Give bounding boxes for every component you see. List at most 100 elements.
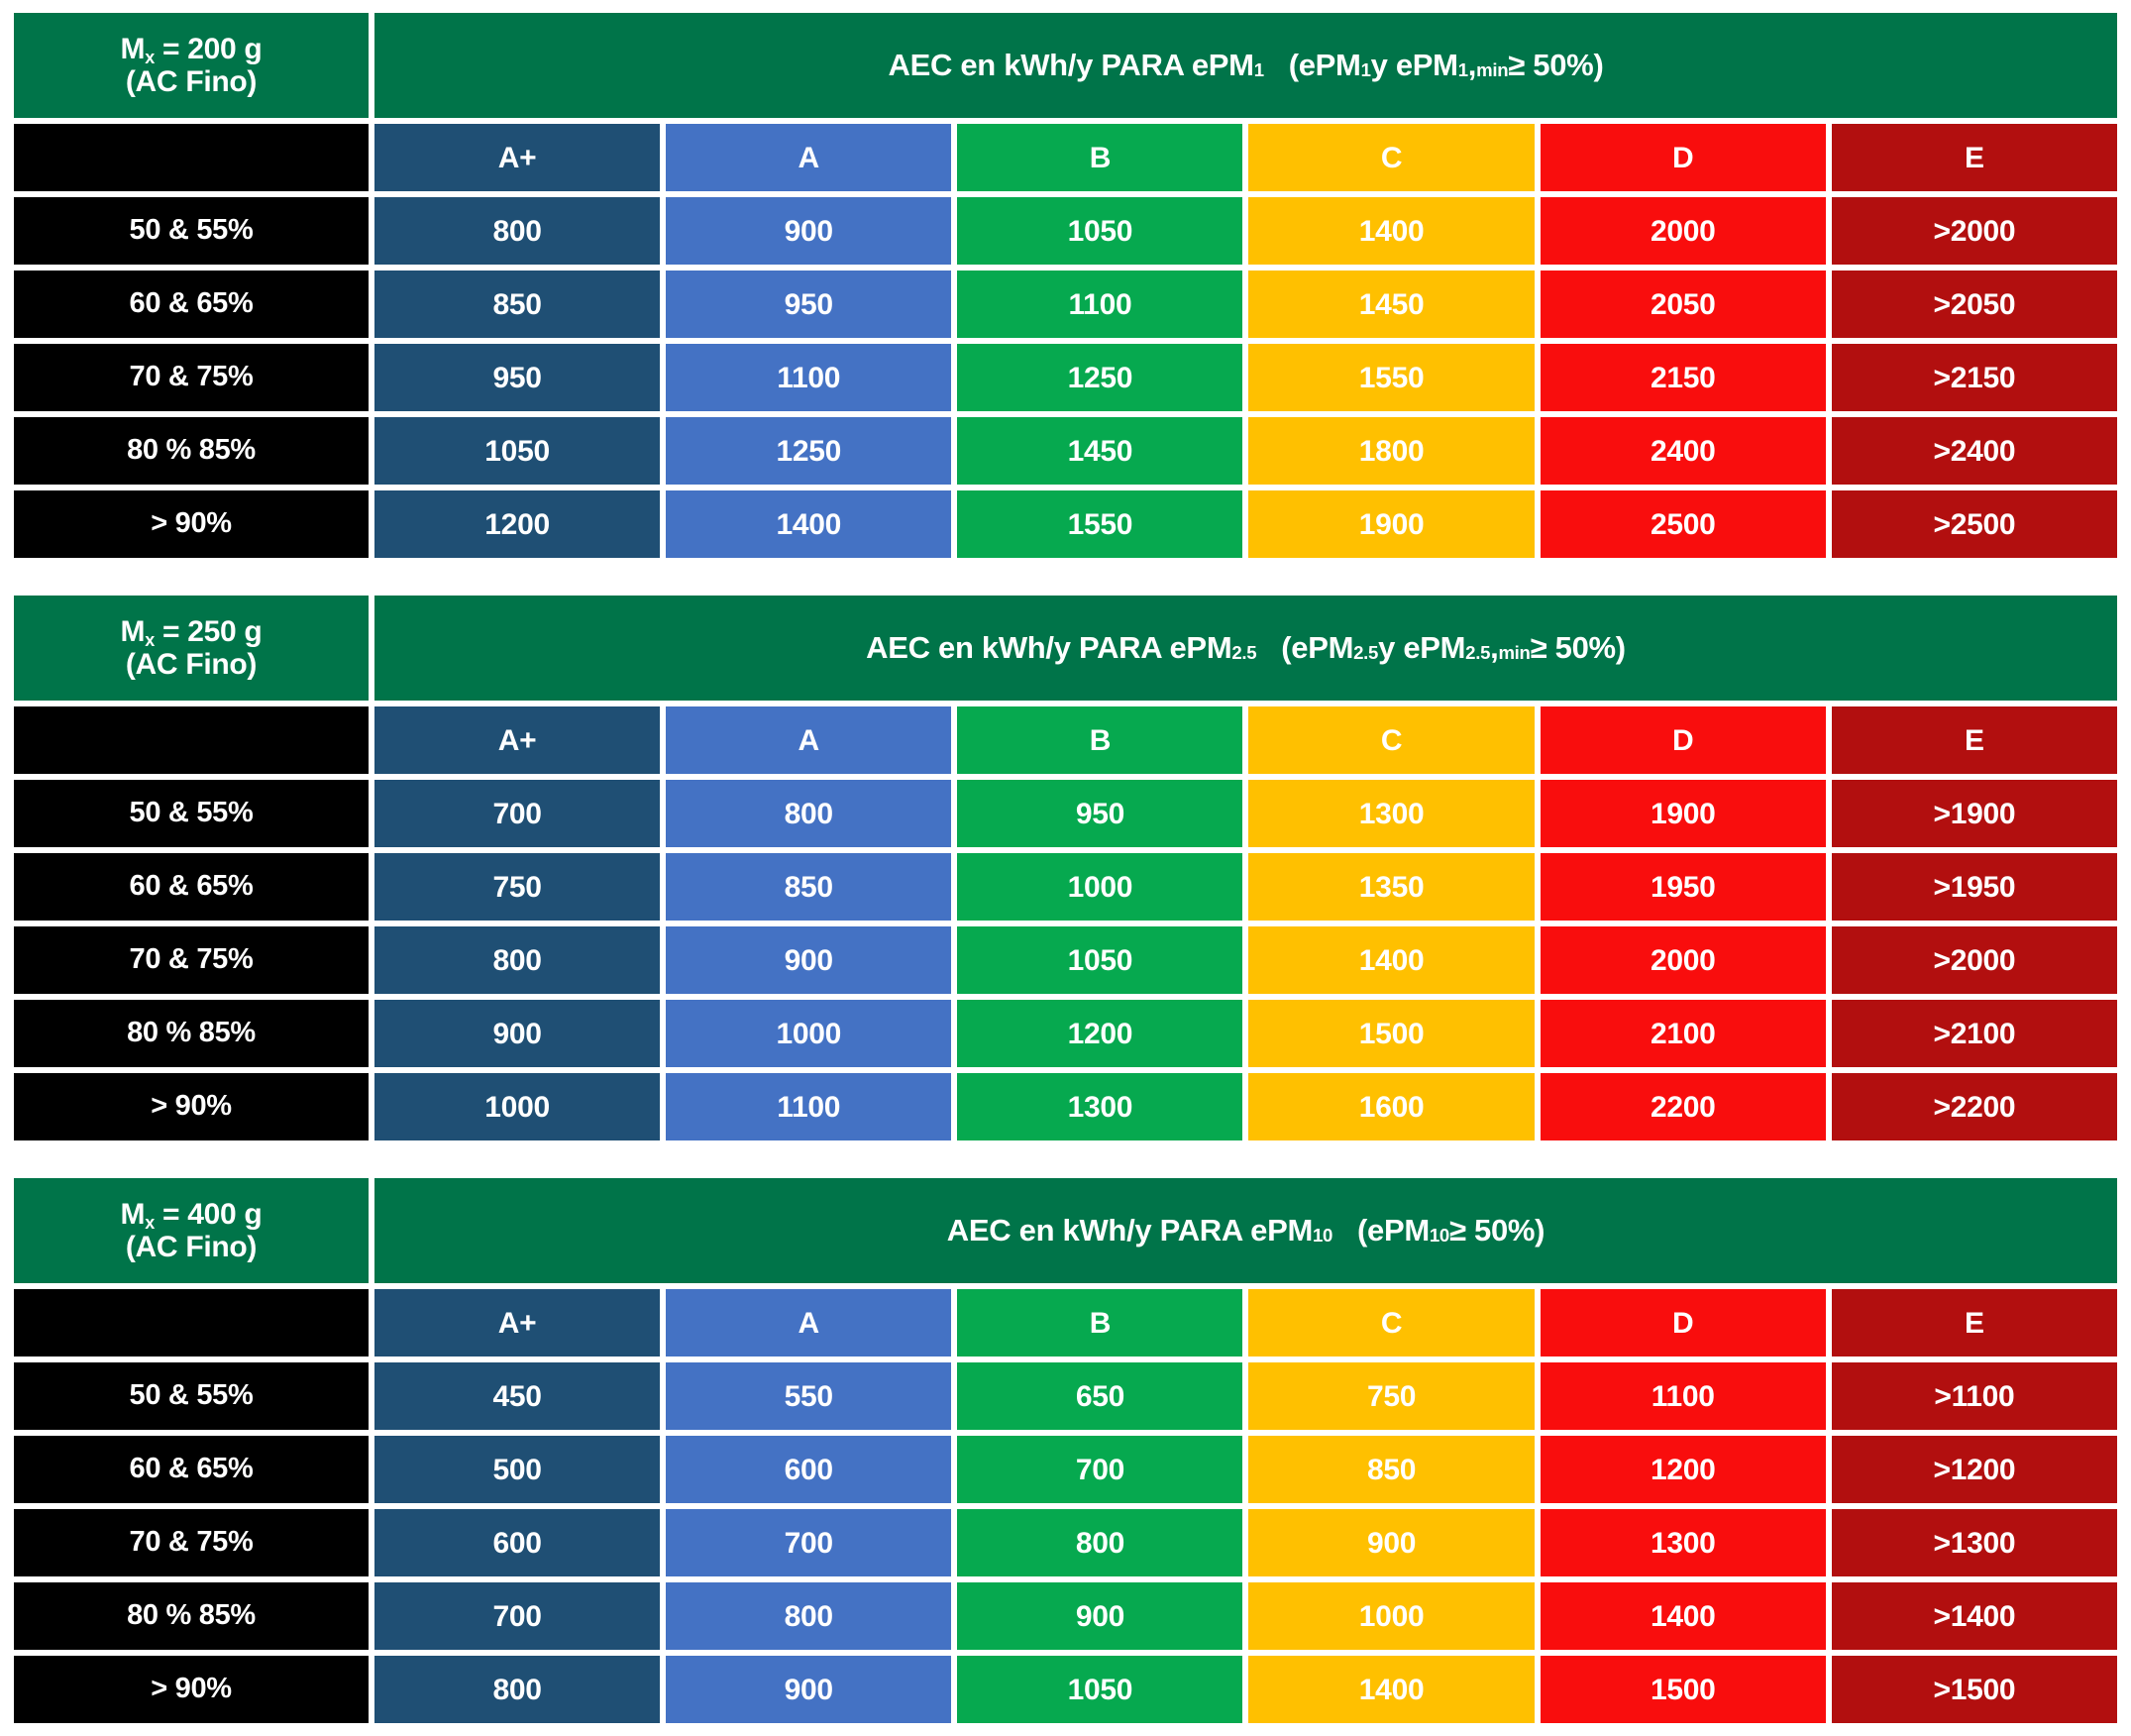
grade-header-a-plus: A+ bbox=[374, 124, 661, 191]
mass-header-cell: Mx = 400 g (AC Fino) bbox=[14, 1178, 369, 1283]
value-cell-d: 1950 bbox=[1540, 853, 1826, 921]
row-label: 70 & 75% bbox=[14, 1509, 369, 1576]
value-cell-b: 1450 bbox=[957, 417, 1243, 485]
value-cell-a-plus: 750 bbox=[374, 853, 661, 921]
value-cell-c: 750 bbox=[1248, 1362, 1535, 1430]
grade-header-e: E bbox=[1831, 1289, 2117, 1356]
grade-header-d: D bbox=[1540, 706, 1826, 774]
mass-value: Mx = 250 g bbox=[120, 615, 263, 651]
value-cell-d: 2100 bbox=[1540, 1000, 1826, 1067]
row-label: > 90% bbox=[14, 1656, 369, 1723]
row-label: > 90% bbox=[14, 490, 369, 558]
value-cell-a-plus: 800 bbox=[374, 1656, 661, 1723]
mass-note: (AC Fino) bbox=[125, 65, 258, 98]
row-label: 60 & 65% bbox=[14, 853, 369, 921]
row-label: 50 & 55% bbox=[14, 780, 369, 847]
value-cell-a: 800 bbox=[666, 780, 952, 847]
value-cell-b: 1050 bbox=[957, 1656, 1243, 1723]
mass-header-cell: Mx = 250 g (AC Fino) bbox=[14, 596, 369, 701]
value-cell-c: 850 bbox=[1248, 1436, 1535, 1503]
aec-table-1: Mx = 200 g (AC Fino) AEC en kWh/y PARA ePM… bbox=[14, 13, 2117, 558]
value-cell-b: 800 bbox=[957, 1509, 1243, 1576]
value-cell-a: 950 bbox=[666, 271, 952, 338]
value-cell-d: 2400 bbox=[1540, 417, 1826, 485]
value-cell-e: >2200 bbox=[1831, 1073, 2117, 1140]
row-label: 60 & 65% bbox=[14, 271, 369, 338]
value-cell-a: 1000 bbox=[666, 1000, 952, 1067]
value-cell-d: 2200 bbox=[1540, 1073, 1826, 1140]
value-cell-e: >1950 bbox=[1831, 853, 2117, 921]
grade-header-c: C bbox=[1248, 706, 1535, 774]
value-cell-e: >1200 bbox=[1831, 1436, 2117, 1503]
value-cell-b: 950 bbox=[957, 780, 1243, 847]
table-title: AEC en kWh/y PARA ePM 10 (ePM 10 ≥ 50%) bbox=[374, 1178, 2117, 1283]
value-cell-c: 1450 bbox=[1248, 271, 1535, 338]
value-cell-a: 900 bbox=[666, 197, 952, 265]
value-cell-b: 650 bbox=[957, 1362, 1243, 1430]
value-cell-a: 1250 bbox=[666, 417, 952, 485]
value-cell-c: 1400 bbox=[1248, 197, 1535, 265]
value-cell-e: >1500 bbox=[1831, 1656, 2117, 1723]
value-cell-a-plus: 600 bbox=[374, 1509, 661, 1576]
value-cell-a-plus: 800 bbox=[374, 197, 661, 265]
value-cell-a: 850 bbox=[666, 853, 952, 921]
value-cell-a-plus: 850 bbox=[374, 271, 661, 338]
value-cell-d: 2000 bbox=[1540, 926, 1826, 994]
row-label: 50 & 55% bbox=[14, 197, 369, 265]
value-cell-a-plus: 1000 bbox=[374, 1073, 661, 1140]
value-cell-e: >2050 bbox=[1831, 271, 2117, 338]
value-cell-d: 1300 bbox=[1540, 1509, 1826, 1576]
value-cell-e: >2150 bbox=[1831, 344, 2117, 411]
value-cell-a-plus: 900 bbox=[374, 1000, 661, 1067]
table-title: AEC en kWh/y PARA ePM 2.5 (ePM 2.5 y ePM 2.… bbox=[374, 596, 2117, 701]
grade-header-b: B bbox=[957, 1289, 1243, 1356]
value-cell-c: 1400 bbox=[1248, 1656, 1535, 1723]
mass-value: Mx = 400 g bbox=[120, 1198, 263, 1234]
value-cell-b: 1550 bbox=[957, 490, 1243, 558]
mass-note: (AC Fino) bbox=[125, 1231, 258, 1263]
value-cell-b: 1300 bbox=[957, 1073, 1243, 1140]
value-cell-a-plus: 1050 bbox=[374, 417, 661, 485]
value-cell-a-plus: 950 bbox=[374, 344, 661, 411]
value-cell-a: 700 bbox=[666, 1509, 952, 1576]
value-cell-d: 1900 bbox=[1540, 780, 1826, 847]
value-cell-d: 1400 bbox=[1540, 1582, 1826, 1650]
grade-header-e: E bbox=[1831, 124, 2117, 191]
value-cell-c: 1550 bbox=[1248, 344, 1535, 411]
value-cell-c: 1800 bbox=[1248, 417, 1535, 485]
mass-header-cell: Mx = 200 g (AC Fino) bbox=[14, 13, 369, 118]
grade-header-c: C bbox=[1248, 1289, 1535, 1356]
grade-header-d: D bbox=[1540, 1289, 1826, 1356]
value-cell-a-plus: 500 bbox=[374, 1436, 661, 1503]
value-cell-a: 900 bbox=[666, 1656, 952, 1723]
value-cell-a: 550 bbox=[666, 1362, 952, 1430]
corner-blank-cell bbox=[14, 1289, 369, 1356]
value-cell-e: >2100 bbox=[1831, 1000, 2117, 1067]
grade-header-e: E bbox=[1831, 706, 2117, 774]
mass-note: (AC Fino) bbox=[125, 648, 258, 681]
value-cell-e: >2000 bbox=[1831, 926, 2117, 994]
value-cell-d: 2000 bbox=[1540, 197, 1826, 265]
value-cell-a-plus: 1200 bbox=[374, 490, 661, 558]
aec-table-3: Mx = 400 g (AC Fino) AEC en kWh/y PARA ePM… bbox=[14, 1178, 2117, 1723]
value-cell-a: 1100 bbox=[666, 1073, 952, 1140]
corner-blank-cell bbox=[14, 706, 369, 774]
row-label: 60 & 65% bbox=[14, 1436, 369, 1503]
value-cell-a: 1100 bbox=[666, 344, 952, 411]
grade-header-b: B bbox=[957, 124, 1243, 191]
value-cell-a: 600 bbox=[666, 1436, 952, 1503]
value-cell-d: 1200 bbox=[1540, 1436, 1826, 1503]
value-cell-e: >1100 bbox=[1831, 1362, 2117, 1430]
value-cell-e: >2000 bbox=[1831, 197, 2117, 265]
value-cell-b: 1050 bbox=[957, 926, 1243, 994]
value-cell-c: 1350 bbox=[1248, 853, 1535, 921]
value-cell-c: 1600 bbox=[1248, 1073, 1535, 1140]
value-cell-b: 1200 bbox=[957, 1000, 1243, 1067]
grade-header-a: A bbox=[666, 706, 952, 774]
row-label: 80 % 85% bbox=[14, 1582, 369, 1650]
row-label: 80 % 85% bbox=[14, 417, 369, 485]
value-cell-a: 900 bbox=[666, 926, 952, 994]
value-cell-c: 1300 bbox=[1248, 780, 1535, 847]
grade-header-a: A bbox=[666, 124, 952, 191]
grade-header-a-plus: A+ bbox=[374, 1289, 661, 1356]
